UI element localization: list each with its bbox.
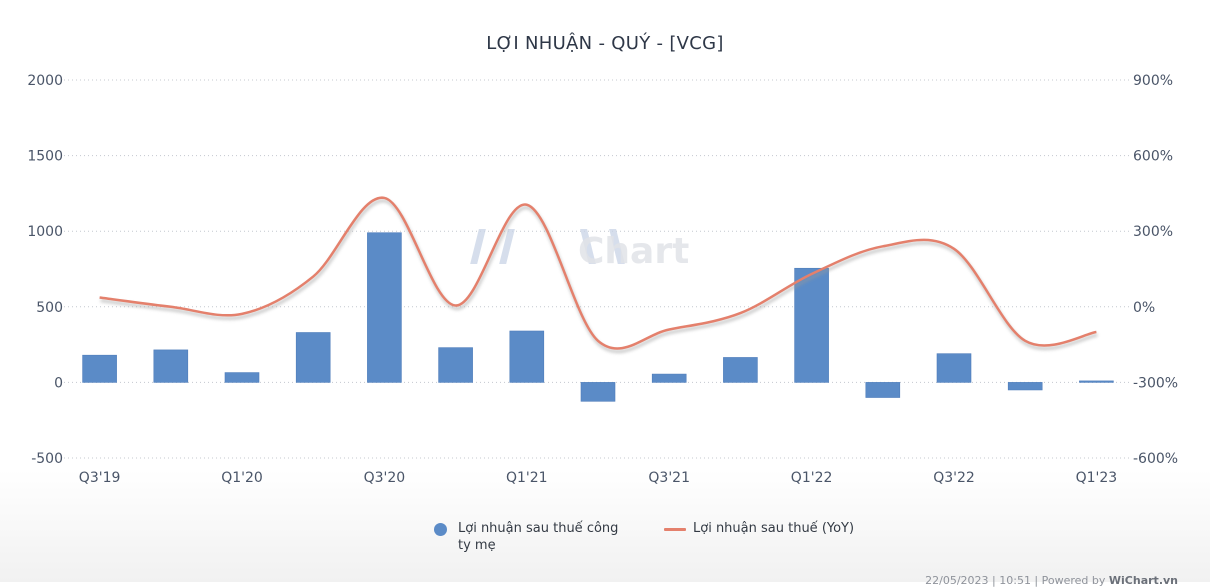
bar bbox=[936, 353, 972, 383]
legend-label-profit: Lợi nhuận sau thuế công ty mẹ bbox=[458, 521, 619, 553]
bar bbox=[723, 357, 758, 383]
bar bbox=[509, 330, 545, 383]
left-tick-label: 2000 bbox=[27, 73, 63, 89]
yoy-line bbox=[99, 196, 1097, 350]
bar bbox=[1007, 382, 1043, 391]
x-tick-label: Q3'20 bbox=[364, 470, 406, 486]
bar bbox=[367, 232, 402, 383]
footer-credit: 22/05/2023 | 10:51 | Powered by WiChart.… bbox=[925, 574, 1178, 587]
chart-title: LỢI NHUẬN - QUÝ - [VCG] bbox=[486, 33, 724, 54]
legend-marker-bar bbox=[434, 523, 447, 536]
legend-marker-line bbox=[664, 528, 686, 531]
x-tick-label: Q1'23 bbox=[1076, 470, 1118, 486]
svg-text:Chart: Chart bbox=[578, 231, 689, 272]
bar-series-profit bbox=[82, 232, 1114, 402]
x-axis: Q3'19 Q1'20 Q3'20 Q1'21 Q3'21 Q1'22 Q3'22 Q1'23 bbox=[79, 470, 1117, 486]
legend-item-yoy[interactable]: Lợi nhuận sau thuế (YoY) bbox=[664, 520, 854, 537]
bar bbox=[153, 349, 189, 383]
bar bbox=[438, 347, 473, 383]
left-tick-label: 500 bbox=[36, 300, 63, 316]
legend: Lợi nhuận sau thuế công ty mẹ Lợi nhuận … bbox=[432, 520, 888, 554]
line-series-yoy bbox=[99, 196, 1098, 353]
left-tick-label: -500 bbox=[31, 451, 63, 467]
right-tick-label: -600% bbox=[1133, 451, 1178, 467]
x-tick-label: Q1'21 bbox=[506, 470, 548, 486]
left-y-axis: -500 0 500 1000 1500 2000 bbox=[27, 73, 63, 467]
right-y-axis: -600% -300% 0% 300% 600% 900% bbox=[1133, 73, 1178, 467]
bar bbox=[295, 332, 331, 383]
legend-item-profit[interactable]: Lợi nhuận sau thuế công ty mẹ bbox=[432, 520, 630, 554]
left-tick-label: 1500 bbox=[27, 149, 63, 165]
right-tick-label: 600% bbox=[1133, 149, 1173, 165]
bar bbox=[224, 372, 260, 383]
bar bbox=[580, 382, 616, 402]
bar bbox=[82, 354, 117, 383]
watermark: Chart bbox=[470, 229, 689, 272]
x-tick-label: Q3'22 bbox=[933, 470, 975, 486]
x-tick-label: Q1'22 bbox=[791, 470, 833, 486]
right-tick-label: 0% bbox=[1133, 300, 1155, 316]
x-tick-label: Q3'19 bbox=[79, 470, 121, 486]
footer-brand[interactable]: WiChart.vn bbox=[1108, 574, 1178, 587]
bar bbox=[651, 373, 687, 383]
footer-date: 22/05/2023 | 10:51 | Powered by bbox=[925, 574, 1109, 587]
right-tick-label: -300% bbox=[1133, 375, 1178, 391]
bar bbox=[865, 382, 901, 398]
legend-label-yoy: Lợi nhuận sau thuế (YoY) bbox=[693, 521, 855, 536]
x-tick-label: Q3'21 bbox=[648, 470, 690, 486]
left-tick-label: 0 bbox=[54, 375, 63, 391]
x-tick-label: Q1'20 bbox=[221, 470, 263, 486]
bar bbox=[1079, 380, 1114, 383]
left-tick-label: 1000 bbox=[27, 224, 63, 240]
line-shadow bbox=[100, 199, 1098, 353]
right-tick-label: 900% bbox=[1133, 73, 1173, 89]
bar bbox=[794, 267, 829, 383]
right-tick-label: 300% bbox=[1133, 224, 1173, 240]
